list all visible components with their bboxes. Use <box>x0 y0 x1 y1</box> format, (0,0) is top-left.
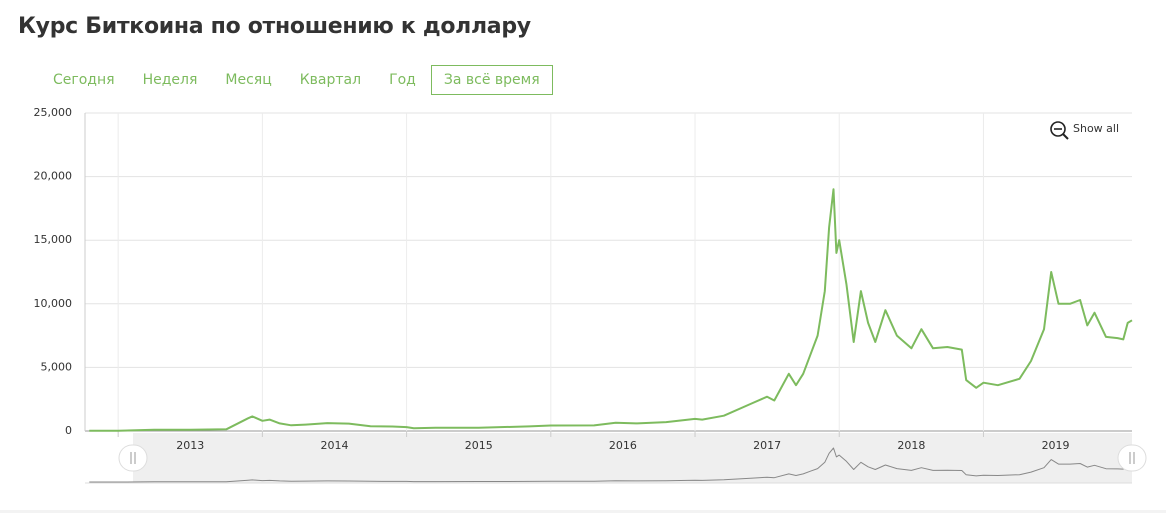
period-tab[interactable]: Месяц <box>225 72 272 88</box>
y-tick-label: 10,000 <box>34 297 73 310</box>
x-tick-label: 2016 <box>609 439 637 452</box>
y-tick-label: 25,000 <box>34 106 73 119</box>
show-all-button[interactable]: Show all <box>1050 121 1119 140</box>
x-tick-label: 2015 <box>465 439 493 452</box>
bottom-strip <box>0 510 1166 513</box>
x-tick-label: 2017 <box>753 439 781 452</box>
period-tab[interactable]: Сегодня <box>53 72 115 88</box>
price-line <box>89 188 1133 432</box>
navigator-line <box>89 447 1133 483</box>
x-tick-label: 2014 <box>320 439 348 452</box>
navigator-handle[interactable] <box>1117 444 1147 472</box>
navigator-handle[interactable] <box>118 444 148 472</box>
x-tick-label: 2019 <box>1042 439 1070 452</box>
y-tick-label: 0 <box>65 424 72 437</box>
period-tab[interactable]: Неделя <box>142 72 198 88</box>
y-tick-label: 20,000 <box>34 170 73 183</box>
period-tabs: Сегодня Неделя Месяц Квартал Год За всё время <box>40 65 555 95</box>
handle-box <box>118 444 148 472</box>
period-tab[interactable]: Квартал <box>299 72 362 88</box>
x-tick-label: 2013 <box>176 439 204 452</box>
y-tick-label: 5,000 <box>41 360 73 373</box>
page-title: Курс Биткоина по отношению к доллару <box>18 14 531 39</box>
zoom-icon-handle <box>1062 133 1069 140</box>
period-tab[interactable]: За всё время <box>430 65 553 95</box>
show-all-label[interactable]: Show all <box>1073 122 1119 135</box>
y-tick-label: 15,000 <box>34 233 73 246</box>
period-tab[interactable]: Год <box>389 72 416 88</box>
zoom-icon <box>1050 121 1066 137</box>
x-tick-label: 2018 <box>897 439 925 452</box>
handle-box <box>1117 444 1147 472</box>
